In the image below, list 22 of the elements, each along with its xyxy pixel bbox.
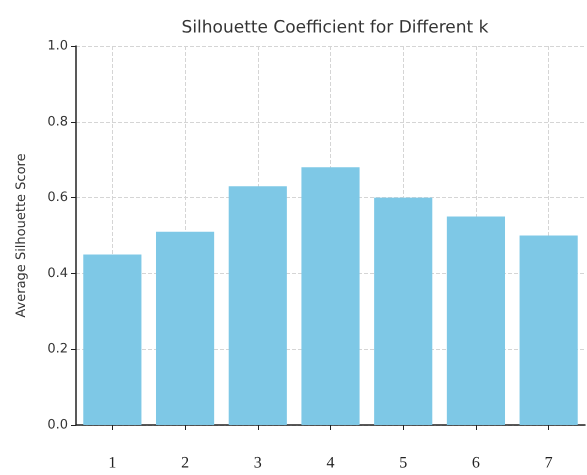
x-tick-label: 5 [399, 454, 408, 472]
y-tick-label: 1.0 [47, 38, 68, 54]
x-tick-label: 2 [181, 454, 190, 472]
y-tick-label: 0.0 [47, 418, 68, 432]
x-tick-label: 1 [108, 454, 116, 472]
y-tick-label: 0.6 [47, 190, 68, 206]
bar [156, 232, 214, 425]
bar [228, 186, 287, 425]
bar [301, 167, 360, 425]
y-tick-label: 0.2 [47, 342, 68, 357]
y-tick-label: 0.4 [47, 266, 68, 281]
bar [374, 198, 432, 425]
x-tick-label: 7 [544, 454, 553, 472]
y-tick-label: 0.8 [47, 114, 68, 130]
bar [446, 216, 506, 425]
bar [83, 254, 142, 425]
x-tick-label: 6 [472, 454, 480, 472]
y-axis-title: Average Silhouette Score [14, 153, 29, 318]
x-tick-label: 4 [326, 454, 334, 472]
chart-title: Silhouette Coefficient for Different k [182, 18, 489, 38]
bar [520, 236, 578, 425]
x-tick-label: 3 [254, 454, 262, 472]
